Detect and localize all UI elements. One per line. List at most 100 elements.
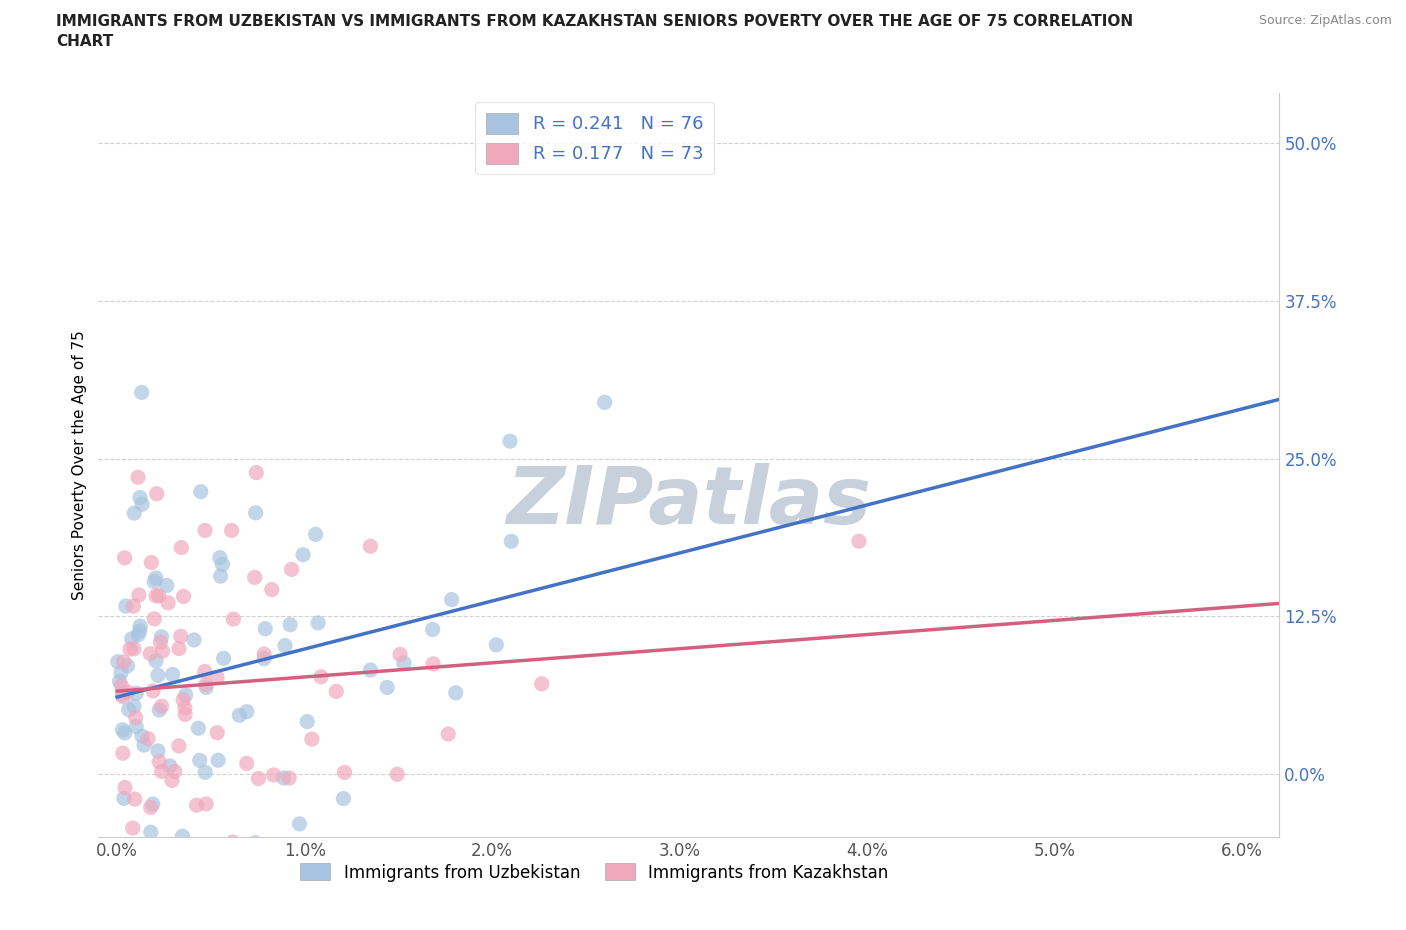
Point [304,527,326,542]
Point [593,395,616,410]
Point [174,687,197,702]
Point [280,562,302,577]
Point [194,664,217,679]
Point [163,764,186,778]
Point [111,689,134,704]
Text: ZIPatlas: ZIPatlas [506,463,872,541]
Point [174,707,197,722]
Point [111,687,134,702]
Point [128,588,150,603]
Point [188,753,211,768]
Point [360,662,382,677]
Legend: Immigrants from Uzbekistan, Immigrants from Kazakhstan: Immigrants from Uzbekistan, Immigrants f… [294,857,896,888]
Point [389,647,412,662]
Y-axis label: Seniors Poverty Over the Age of 75: Seniors Poverty Over the Age of 75 [72,330,87,600]
Point [111,746,134,761]
Text: IMMIGRANTS FROM UZBEKISTAN VS IMMIGRANTS FROM KAZAKHSTAN SENIORS POVERTY OVER TH: IMMIGRANTS FROM UZBEKISTAN VS IMMIGRANTS… [56,14,1133,29]
Point [141,555,163,570]
Point [195,796,218,811]
Point [332,791,354,806]
Point [208,551,231,565]
Point [292,547,315,562]
Point [143,574,166,589]
Point [245,465,267,480]
Point [422,657,444,671]
Point [263,862,285,877]
Point [112,790,135,805]
Point [131,385,153,400]
Point [149,634,172,649]
Point [159,759,181,774]
Point [194,677,217,692]
Point [125,719,148,734]
Point [139,825,162,840]
Point [263,767,285,782]
Point [501,534,523,549]
Point [110,678,132,693]
Point [122,642,145,657]
Point [167,641,190,656]
Point [274,638,297,653]
Point [205,671,228,685]
Point [114,780,136,795]
Point [485,637,508,652]
Point [208,879,231,894]
Point [278,618,301,632]
Point [211,557,233,572]
Point [301,732,323,747]
Point [307,616,329,631]
Point [114,725,136,740]
Point [107,655,129,670]
Point [245,835,267,850]
Point [142,684,165,698]
Point [190,485,212,499]
Point [207,752,229,767]
Point [440,592,463,607]
Point [187,721,209,736]
Point [146,668,169,683]
Point [125,685,148,700]
Point [145,654,167,669]
Point [221,523,243,538]
Point [132,737,155,752]
Point [172,829,194,844]
Point [212,651,235,666]
Point [108,673,131,688]
Point [530,676,553,691]
Point [129,490,152,505]
Text: Source: ZipAtlas.com: Source: ZipAtlas.com [1258,14,1392,27]
Point [387,767,409,782]
Point [129,618,152,633]
Point [114,551,136,565]
Point [254,621,277,636]
Point [131,497,153,512]
Point [194,523,217,538]
Point [209,569,232,584]
Point [162,667,184,682]
Point [156,578,179,593]
Point [148,754,170,769]
Point [146,743,169,758]
Point [247,771,270,786]
Point [173,589,195,604]
Point [115,599,138,614]
Point [152,644,174,658]
Point [122,506,145,521]
Point [128,624,150,639]
Point [222,612,245,627]
Point [145,589,167,604]
Point [260,582,283,597]
Point [150,698,173,713]
Point [148,589,170,604]
Point [186,798,208,813]
Point [117,658,139,673]
Point [124,791,146,806]
Point [278,771,301,786]
Point [333,765,356,780]
Point [253,646,276,661]
Point [131,729,153,744]
Point [143,611,166,626]
Point [150,764,173,778]
Point [253,651,276,666]
Point [170,629,193,644]
